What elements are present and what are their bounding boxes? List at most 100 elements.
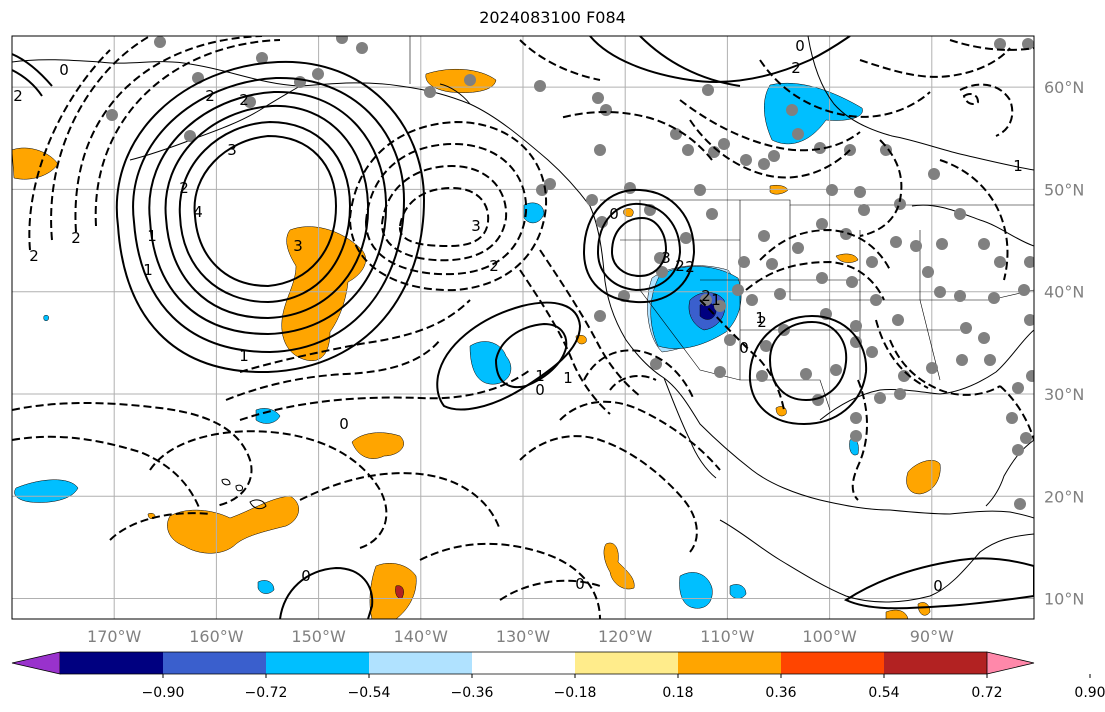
station-dot [774, 288, 786, 300]
station-dot [624, 182, 636, 194]
contour-line-negative [419, 542, 601, 619]
contour-line-negative [609, 374, 657, 391]
shading-patch [43, 314, 49, 322]
coastline [819, 329, 1034, 421]
contour-line-positive [748, 314, 868, 426]
contour-label: 1 [239, 347, 249, 365]
contour-line-negative [539, 249, 641, 397]
colorbar-bin [575, 652, 678, 674]
contour-line-positive [436, 301, 582, 411]
contour-label: 2 [701, 287, 711, 305]
station-dot [1020, 432, 1032, 444]
contour-line-negative [699, 299, 785, 411]
contour-line-negative [962, 93, 980, 105]
longitude-tick-label: 120°W [598, 627, 653, 646]
station-dot [928, 168, 940, 180]
contour-line-negative [12, 435, 201, 511]
contour-line-negative [380, 164, 508, 262]
contour-line-negative [689, 119, 851, 179]
station-dot [792, 242, 804, 254]
state-border [859, 230, 941, 381]
shading-patch [257, 580, 275, 594]
station-dot [670, 128, 682, 140]
shading-patch [906, 460, 941, 495]
station-dot [1018, 284, 1030, 296]
contour-label: 1 [1013, 157, 1023, 175]
contour-line-negative [50, 36, 151, 241]
station-dot [854, 186, 866, 198]
contour-line-positive [582, 188, 696, 304]
station-dot [800, 368, 812, 380]
contour-line-negative [939, 159, 1009, 281]
contour-label: 3 [293, 237, 303, 255]
contour-label: 0 [59, 61, 69, 79]
station-dot [850, 320, 862, 332]
contour-label: 3 [661, 249, 671, 267]
station-dot [936, 238, 948, 250]
colorbar-tick-label: −0.36 [451, 685, 494, 701]
shading-patch [679, 572, 713, 609]
colorbar-bin [60, 652, 163, 674]
contour-line-negative [519, 269, 611, 415]
station-dot [682, 144, 694, 156]
shading-patch [395, 585, 404, 599]
colorbar-bin [884, 652, 987, 674]
contour-line-positive [148, 90, 388, 336]
contour-label: 0 [933, 577, 943, 595]
contour-line-negative [239, 299, 471, 373]
latitude-tick-label: 40°N [1044, 283, 1084, 302]
station-dot [740, 154, 752, 166]
shading-patch [885, 609, 909, 619]
contour-line-negative [949, 39, 1034, 51]
contour-line-positive [132, 76, 406, 354]
contour-label: 1 [711, 291, 721, 309]
colorbar-tick-label: 0.36 [765, 685, 796, 701]
contour-line-negative [519, 435, 698, 553]
contour-label: 2 [791, 59, 801, 77]
station-dot [954, 290, 966, 302]
colorbar-tick-label: −0.90 [142, 685, 185, 701]
contour-line-negative [583, 349, 695, 401]
station-dot [184, 130, 196, 142]
station-dot [760, 340, 772, 352]
station-dot [534, 80, 546, 92]
station-dot [880, 144, 892, 156]
colorbar-bin [678, 652, 781, 674]
contour-label: 2 [685, 258, 695, 276]
coastline [249, 499, 267, 510]
colorbar-tick-label: 0.90 [1074, 685, 1105, 701]
station-dot [746, 294, 758, 306]
contour-label: 1 [755, 309, 765, 327]
station-dot [424, 86, 436, 98]
colorbar-bin [781, 652, 884, 674]
state-border [919, 230, 1034, 301]
latitude-tick-label: 50°N [1044, 180, 1084, 199]
longitude-tick-label: 150°W [291, 627, 346, 646]
contour-label: 1 [563, 369, 573, 387]
contour-label: 2 [13, 87, 23, 105]
station-dot [850, 430, 862, 442]
contour-line-negative [859, 47, 1011, 78]
station-dot [984, 354, 996, 366]
station-dot [594, 144, 606, 156]
contour-label: 0 [301, 567, 311, 585]
contour-label: 1 [143, 261, 153, 279]
contour-line-negative [348, 120, 548, 292]
station-dot [732, 284, 744, 296]
station-dot [724, 334, 736, 346]
station-dot [866, 346, 878, 358]
shading-patch [14, 479, 79, 503]
station-dot [850, 412, 862, 424]
station-dot [650, 358, 662, 370]
contour-line-negative [149, 430, 388, 549]
latitude-tick-label: 60°N [1044, 78, 1084, 97]
coastline [221, 478, 231, 486]
contour-label: 2 [29, 247, 39, 265]
station-dot [1024, 256, 1034, 268]
contour-line-negative [364, 142, 528, 276]
coastline [719, 519, 1034, 603]
colorbar-tick-label: −0.18 [554, 685, 597, 701]
station-dot [830, 364, 842, 376]
contour-label: 0 [795, 37, 805, 55]
contour-line-negative [94, 39, 281, 227]
